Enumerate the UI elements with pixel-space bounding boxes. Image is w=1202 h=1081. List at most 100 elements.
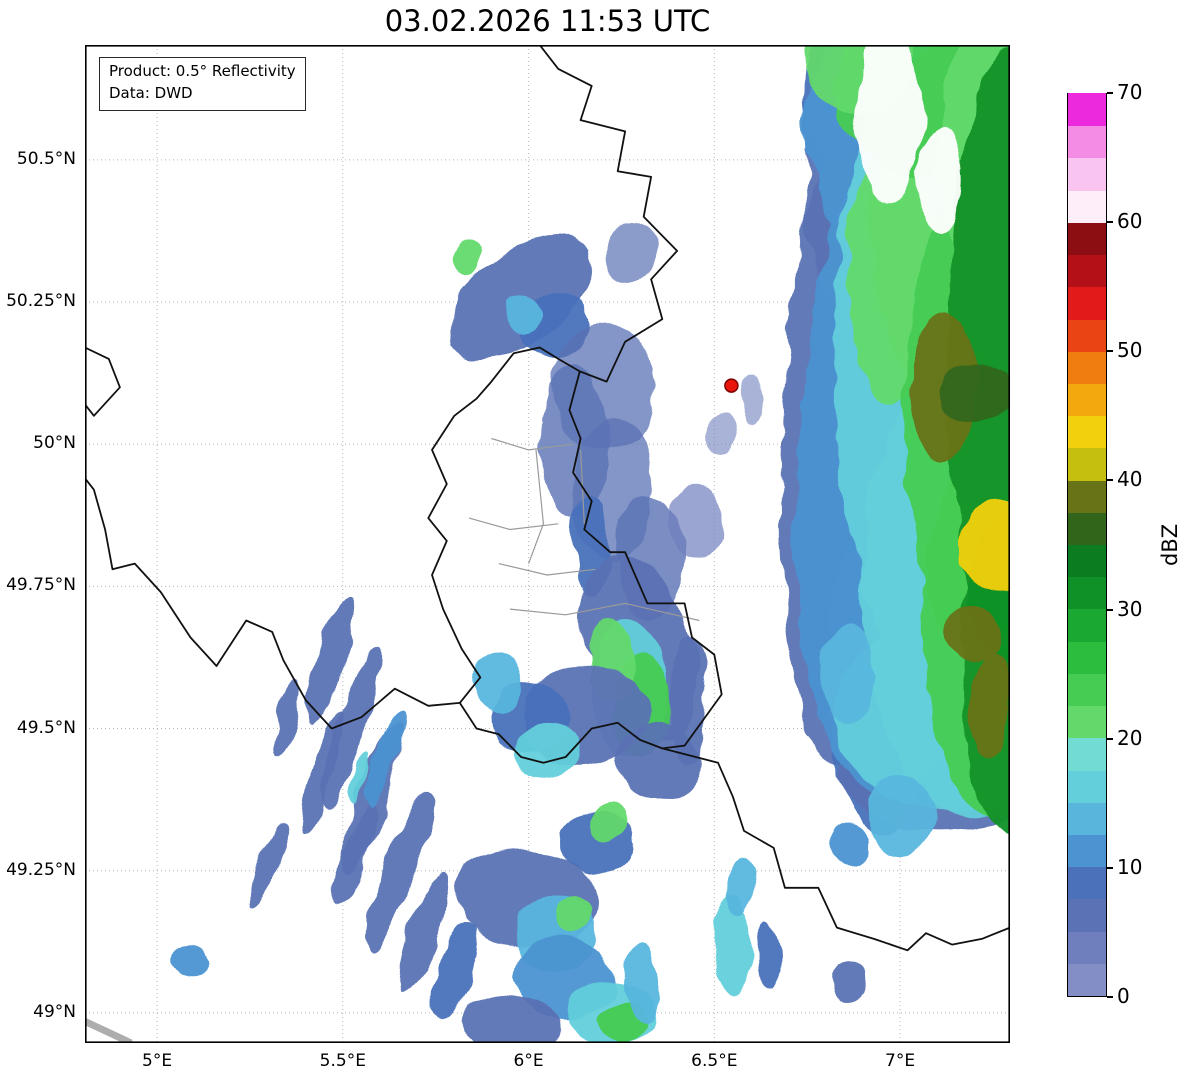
radar-echo — [298, 714, 343, 834]
x-tick-label: 7°E — [885, 1051, 916, 1071]
figure-title: 03.02.2026 11:53 UTC — [384, 4, 711, 38]
map-frame — [85, 45, 1010, 1043]
colorbar-segment — [1068, 705, 1106, 739]
country-borders — [85, 45, 1010, 952]
colorbar-segment — [1068, 544, 1106, 578]
colorbar-segment — [1068, 479, 1106, 513]
colorbar-tick-label: 0 — [1117, 984, 1130, 1008]
admin-border-line — [468, 517, 559, 531]
radar-echo — [271, 679, 303, 756]
y-tick-label: 50°N — [33, 433, 76, 454]
radar-echo — [307, 595, 357, 726]
colorbar-segment — [1068, 447, 1106, 481]
colorbar-tick-label: 70 — [1117, 80, 1143, 104]
radar-echo — [458, 995, 562, 1043]
radar-echo — [368, 708, 407, 806]
x-tick-label: 6.5°E — [691, 1051, 738, 1071]
radar-echo — [554, 896, 592, 937]
admin-border-line — [509, 602, 700, 622]
colorbar-segment — [1068, 125, 1106, 159]
country-border-line — [538, 45, 678, 383]
colorbar-segment — [1068, 769, 1106, 803]
radar-map-canvas — [85, 45, 1010, 1043]
admin-border-line — [498, 563, 596, 576]
colorbar-tick-mark — [1107, 608, 1113, 611]
colorbar-segment — [1068, 801, 1106, 835]
country-border-line — [85, 346, 121, 417]
radar-echo — [172, 944, 209, 980]
colorbar-segment — [1068, 221, 1106, 256]
y-tick-label: 49.5°N — [16, 717, 76, 738]
colorbar-tick-mark — [1107, 737, 1113, 740]
colorbar-segment — [1068, 608, 1106, 642]
y-tick-label: 50.25°N — [6, 291, 76, 312]
admin-borders — [468, 437, 700, 622]
colorbar-segment — [1068, 511, 1106, 545]
y-tick-label: 49.25°N — [6, 859, 76, 880]
colorbar-segment — [1068, 640, 1106, 674]
radar-echo — [350, 746, 373, 802]
radar-echo — [428, 925, 481, 1022]
radar-echo — [250, 821, 287, 909]
y-tick-label: 49°N — [33, 1001, 76, 1022]
radar-echo — [918, 131, 964, 234]
colorbar-tick-label: 20 — [1117, 725, 1143, 750]
radar-echo — [822, 620, 874, 723]
radar-echo — [513, 722, 581, 780]
radar-echo — [757, 921, 783, 991]
colorbar-tick-mark — [1107, 221, 1113, 224]
radar-coverage-edge — [85, 1018, 133, 1043]
country-border-line — [85, 477, 461, 730]
colorbar-unit-label: dBZ — [1158, 523, 1182, 567]
radar-echo — [472, 654, 525, 712]
radar-echo — [331, 799, 377, 908]
radar-echo-layer — [172, 45, 1010, 1043]
colorbar-tick-mark — [1107, 350, 1113, 353]
location-marker-dot — [724, 378, 739, 393]
colorbar — [1067, 93, 1107, 997]
colorbar-tick-mark — [1107, 92, 1113, 94]
radar-echo — [669, 637, 707, 763]
admin-border-line — [491, 437, 574, 451]
product-info-line: Product: 0.5° Reflectivity — [109, 62, 296, 80]
colorbar-tick-mark — [1107, 996, 1113, 998]
radar-echo — [966, 654, 1010, 757]
radar-echo — [740, 376, 763, 422]
radar-echo — [606, 228, 659, 285]
radar-echo — [866, 774, 934, 854]
colorbar-segment — [1068, 415, 1106, 449]
country-border-line — [661, 747, 1010, 952]
colorbar-tick-label: 30 — [1117, 596, 1143, 621]
radar-echo — [959, 501, 1010, 593]
radar-echo — [397, 874, 452, 992]
colorbar-tick-label: 40 — [1117, 467, 1143, 492]
colorbar-segment — [1068, 866, 1106, 900]
x-tick-label: 5.5°E — [319, 1051, 366, 1071]
radar-echo — [669, 484, 722, 564]
admin-border-line — [528, 449, 544, 564]
radar-echo — [621, 944, 659, 1025]
radar-echo — [320, 647, 381, 810]
colorbar-tick-mark — [1107, 479, 1113, 482]
radar-echo — [591, 805, 629, 846]
x-tick-label: 6°E — [513, 1051, 544, 1071]
radar-echo — [714, 893, 752, 996]
colorbar-tick-label: 50 — [1117, 338, 1143, 363]
colorbar-segment — [1068, 962, 1106, 996]
radar-echo — [454, 239, 484, 274]
colorbar-segment — [1068, 318, 1106, 352]
product-info-box: Product: 0.5° Reflectivity Data: DWD — [99, 57, 306, 111]
colorbar-segment — [1068, 834, 1106, 868]
y-tick-label: 50.5°N — [16, 148, 76, 169]
radar-echo — [944, 603, 1004, 661]
colorbar-segment — [1068, 254, 1106, 288]
radar-echo — [855, 45, 923, 200]
data-source-line: Data: DWD — [109, 83, 193, 102]
colorbar-segment — [1068, 286, 1106, 320]
colorbar-segment — [1068, 157, 1106, 191]
colorbar-tick-mark — [1107, 866, 1113, 869]
colorbar-segment — [1068, 930, 1106, 964]
y-tick-label: 49.75°N — [6, 575, 76, 596]
colorbar-segment — [1068, 189, 1106, 223]
